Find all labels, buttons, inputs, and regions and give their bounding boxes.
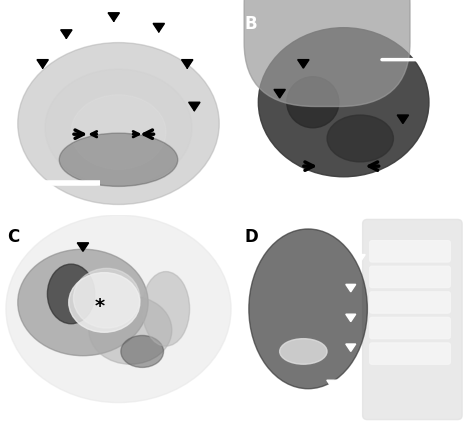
Polygon shape xyxy=(37,60,48,68)
Ellipse shape xyxy=(18,249,148,356)
Ellipse shape xyxy=(142,272,190,346)
Polygon shape xyxy=(108,13,119,21)
Ellipse shape xyxy=(249,229,367,389)
Polygon shape xyxy=(77,243,89,251)
FancyBboxPatch shape xyxy=(370,292,450,313)
Ellipse shape xyxy=(47,264,95,324)
Ellipse shape xyxy=(59,133,178,187)
FancyBboxPatch shape xyxy=(370,343,450,364)
Polygon shape xyxy=(346,314,356,322)
Ellipse shape xyxy=(287,77,339,128)
Polygon shape xyxy=(61,30,72,38)
Ellipse shape xyxy=(280,339,327,364)
Polygon shape xyxy=(298,60,309,68)
FancyBboxPatch shape xyxy=(244,0,410,106)
Polygon shape xyxy=(397,115,409,124)
Ellipse shape xyxy=(89,296,172,364)
Ellipse shape xyxy=(121,336,164,367)
Text: D: D xyxy=(244,228,258,246)
Polygon shape xyxy=(189,102,200,111)
Polygon shape xyxy=(346,344,356,351)
FancyBboxPatch shape xyxy=(363,219,462,420)
Text: B: B xyxy=(244,15,257,33)
Ellipse shape xyxy=(73,268,140,328)
Polygon shape xyxy=(182,60,193,68)
Polygon shape xyxy=(356,254,365,262)
Ellipse shape xyxy=(6,215,231,403)
Ellipse shape xyxy=(327,115,393,162)
Ellipse shape xyxy=(69,273,140,332)
Text: *: * xyxy=(94,297,105,316)
Ellipse shape xyxy=(71,95,166,169)
Polygon shape xyxy=(346,285,356,292)
Ellipse shape xyxy=(258,28,429,177)
Ellipse shape xyxy=(45,69,192,187)
FancyBboxPatch shape xyxy=(370,241,450,262)
Text: C: C xyxy=(7,228,19,246)
Ellipse shape xyxy=(18,43,219,204)
Polygon shape xyxy=(153,23,164,32)
Polygon shape xyxy=(327,380,337,388)
Text: A: A xyxy=(7,15,20,33)
Polygon shape xyxy=(274,89,285,98)
FancyBboxPatch shape xyxy=(370,317,450,339)
FancyBboxPatch shape xyxy=(370,266,450,288)
